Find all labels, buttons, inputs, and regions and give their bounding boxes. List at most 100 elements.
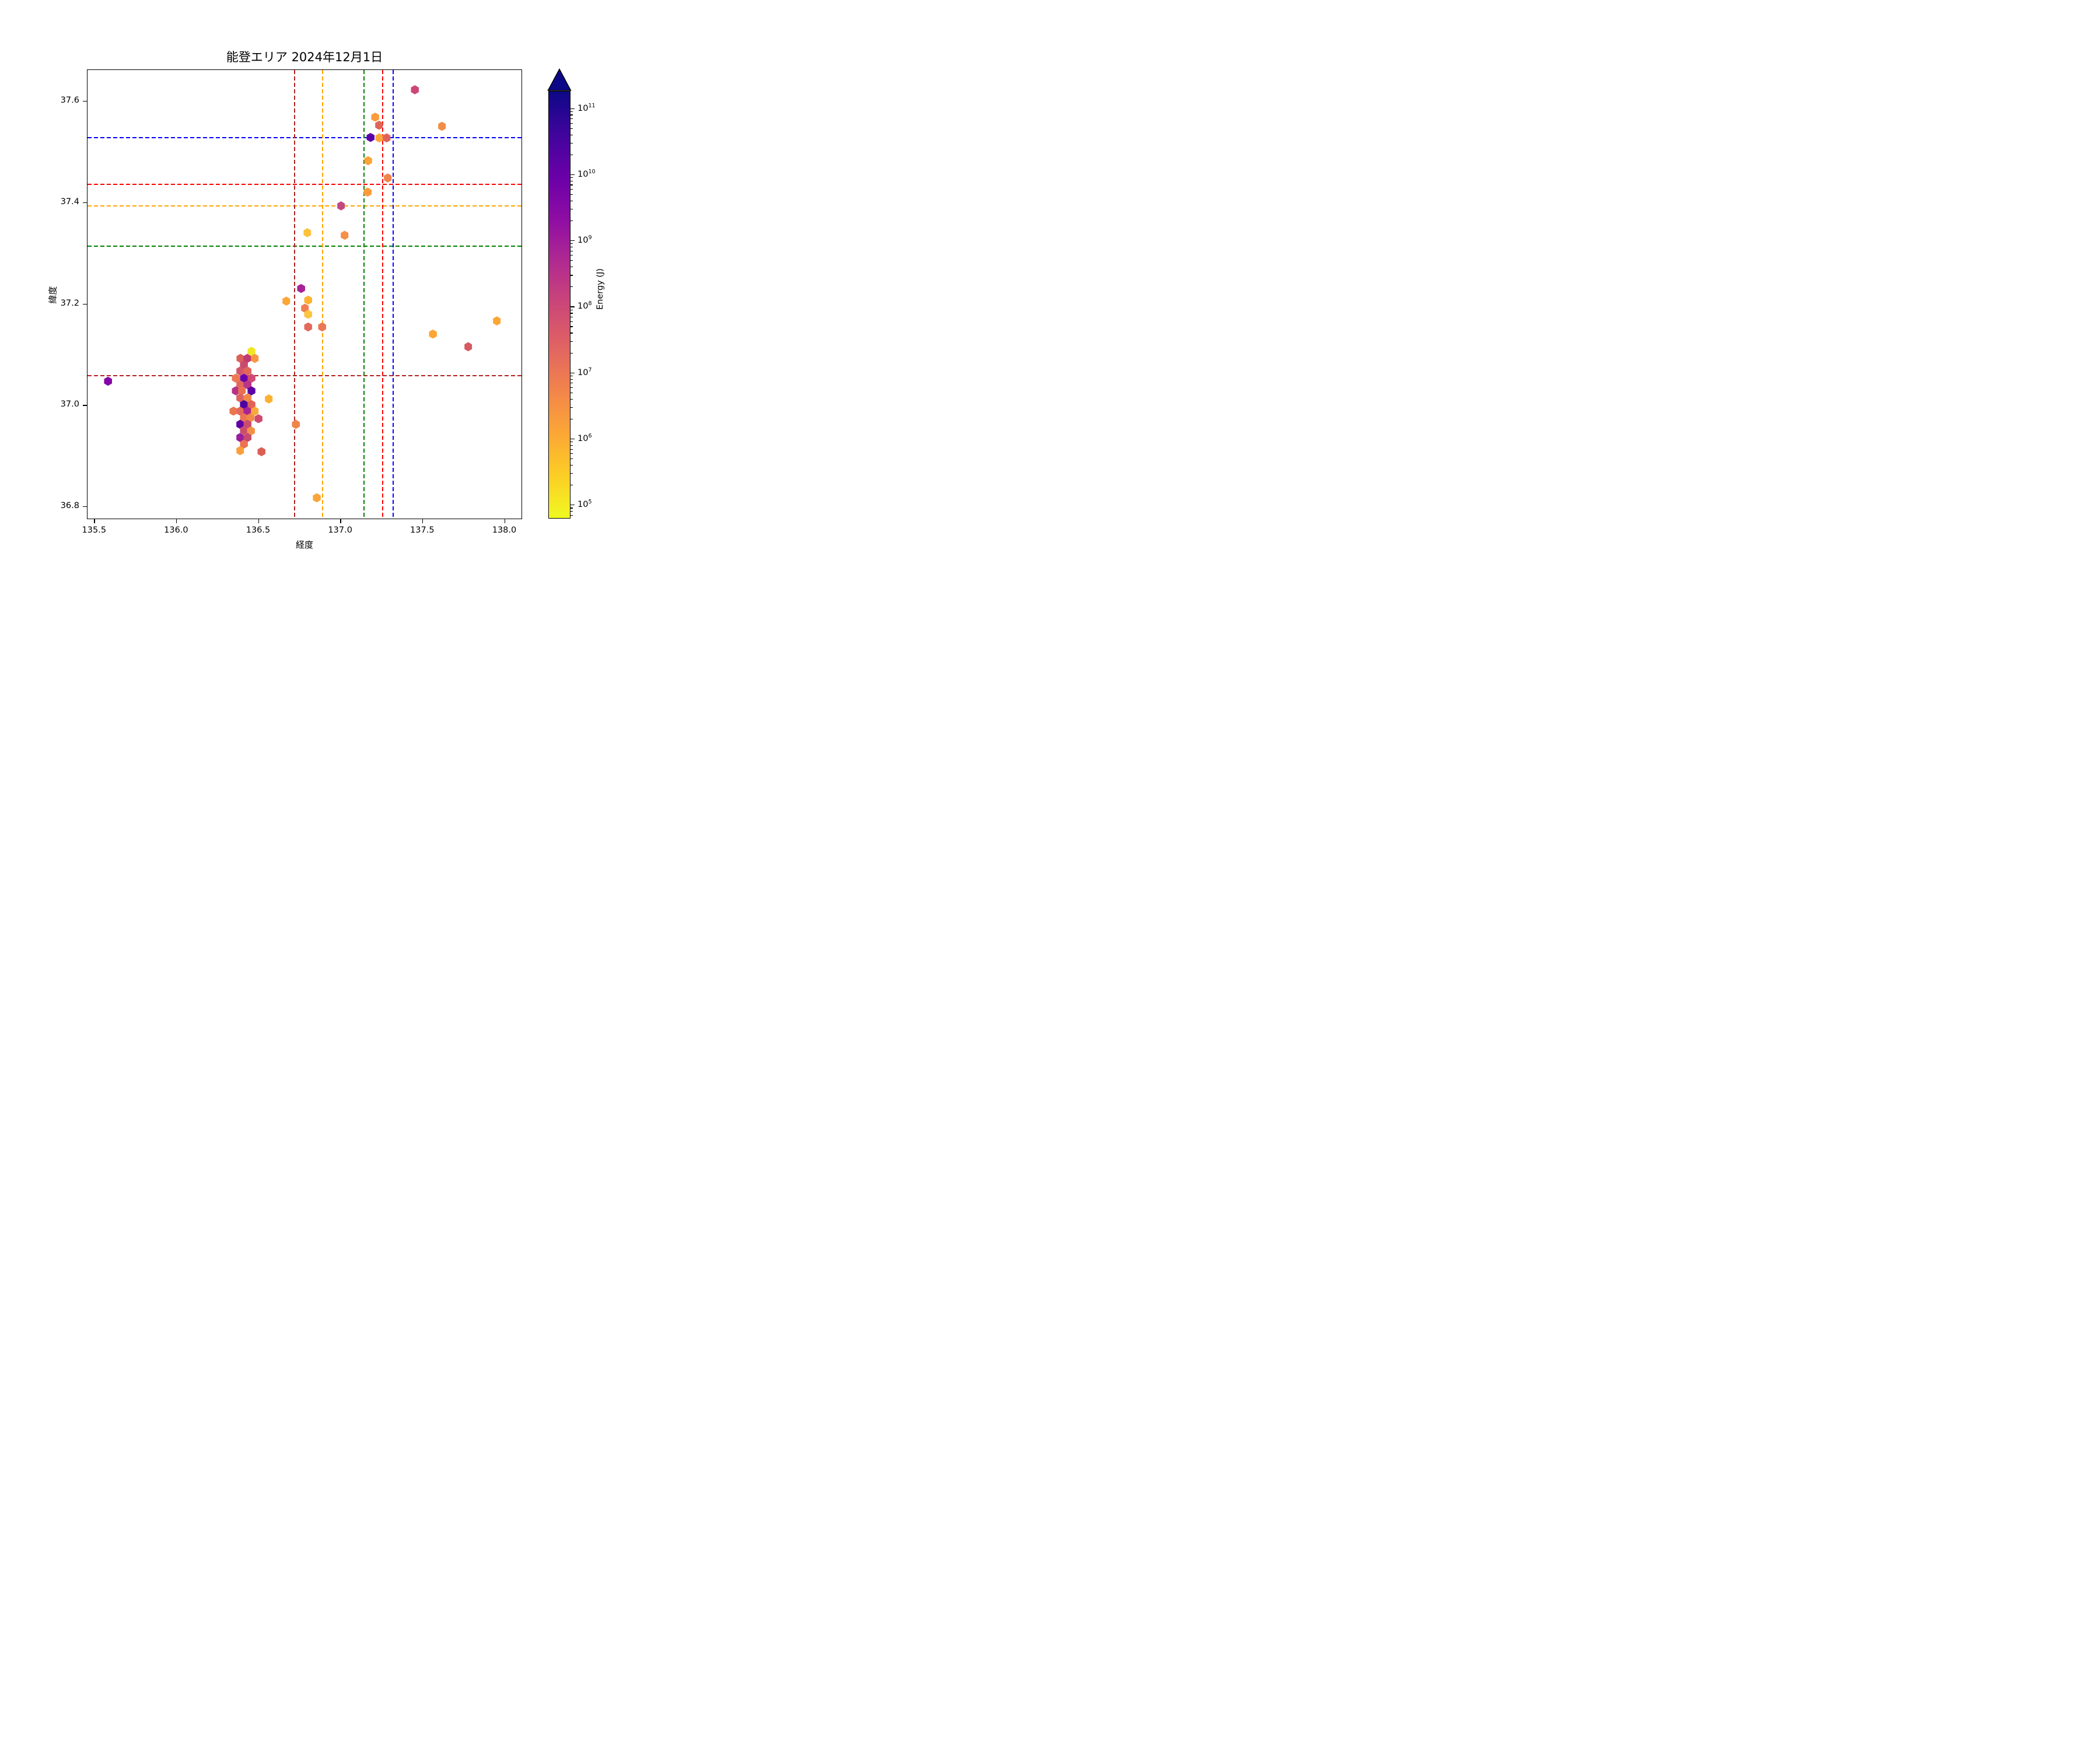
- colorbar-major-tick: [570, 108, 575, 109]
- colorbar-gradient: [548, 91, 570, 519]
- colorbar-extend-arrow: [547, 68, 572, 91]
- colorbar-minor-tick: [570, 332, 573, 334]
- colorbar-minor-tick: [570, 184, 573, 186]
- hexagon-point: [254, 414, 262, 424]
- hexagon-point: [341, 230, 349, 240]
- x-tick-label: 137.5: [410, 526, 435, 535]
- refline-horizontal-red-dashed: [88, 184, 522, 186]
- colorbar-minor-tick: [570, 118, 573, 120]
- hexagon-point: [364, 156, 372, 166]
- x-axis-label: 経度: [295, 540, 313, 550]
- hexagon-point: [232, 373, 240, 383]
- plot-area: [88, 70, 522, 519]
- hexagon-point: [313, 493, 321, 503]
- colorbar-minor-tick: [570, 387, 573, 388]
- colorbar-minor-tick: [570, 321, 573, 322]
- x-tick-label: 138.0: [492, 526, 517, 535]
- colorbar-minor-tick: [570, 352, 573, 354]
- colorbar-major-tick: [570, 306, 575, 307]
- colorbar-minor-tick: [570, 220, 573, 222]
- hexagon-point: [243, 393, 252, 403]
- hexagon-point: [236, 366, 244, 376]
- colorbar-tick-label: 1011: [578, 102, 596, 113]
- colorbar-minor-tick: [570, 243, 573, 244]
- hexagon-point: [375, 133, 383, 143]
- colorbar-major-tick: [570, 174, 575, 175]
- colorbar-major-tick: [570, 240, 575, 242]
- hexagon-point: [251, 406, 259, 416]
- hexagon-point: [438, 121, 446, 131]
- x-tick-label: 136.5: [246, 526, 271, 535]
- colorbar-minor-tick: [570, 194, 573, 195]
- refline-vertical-red-dashed: [382, 70, 383, 519]
- hexagon-point: [337, 201, 345, 211]
- hexagon-point: [240, 413, 248, 422]
- hexagon-point: [411, 85, 419, 94]
- hexagon-point: [247, 373, 256, 383]
- colorbar-tick-label: 108: [578, 300, 592, 312]
- y-tick-label: 37.6: [60, 96, 79, 105]
- colorbar-minor-tick: [570, 465, 573, 466]
- hexagon-point: [304, 322, 313, 332]
- hexagon-point: [232, 386, 240, 396]
- hexagon-point: [243, 366, 252, 376]
- hexagon-point: [318, 322, 326, 332]
- hexagon-point: [304, 295, 313, 305]
- colorbar-minor-tick: [570, 379, 573, 380]
- hexagon-point: [257, 447, 265, 457]
- colorbar-tick-label: 1010: [578, 168, 596, 179]
- colorbar-minor-tick: [570, 255, 573, 256]
- hexagon-point: [243, 406, 251, 416]
- hexagon-point: [246, 413, 255, 422]
- refline-vertical-green-dashed: [363, 70, 365, 519]
- hexagon-point: [371, 112, 379, 122]
- colorbar-minor-tick: [570, 473, 573, 474]
- colorbar-tick-label: 109: [578, 235, 592, 245]
- hexagon-point: [251, 354, 259, 363]
- x-tick-label: 137.0: [328, 526, 352, 535]
- x-tick-mark: [258, 519, 259, 523]
- hexagon-point: [383, 133, 391, 143]
- y-tick-mark: [83, 202, 87, 204]
- hexagon-point: [243, 380, 252, 390]
- hexagon-point: [237, 386, 246, 396]
- refline-vertical-darkred-dashed: [294, 70, 296, 519]
- colorbar-minor-tick: [570, 514, 573, 516]
- hexagon-point: [240, 360, 248, 370]
- figure: 能登エリア 2024年12月1日 135.5 136.0 136.5 137.0 137…: [0, 0, 700, 583]
- colorbar-tick-label: 105: [578, 499, 592, 510]
- colorbar-minor-tick: [570, 286, 573, 288]
- hexagon-point: [282, 296, 290, 306]
- refline-horizontal-green-dashed: [88, 246, 522, 247]
- colorbar-minor-tick: [570, 142, 573, 144]
- hexagon-point: [236, 433, 244, 442]
- refline-vertical-blue-dashed: [393, 70, 394, 519]
- colorbar-minor-tick: [570, 449, 573, 450]
- hexagon-point: [292, 419, 300, 429]
- hexagon-point: [247, 386, 256, 396]
- hexagon-point: [247, 400, 256, 410]
- hexagon-point: [236, 446, 244, 456]
- refline-vertical-orange-dashed: [322, 70, 324, 519]
- colorbar-minor-tick: [570, 111, 573, 112]
- y-axis-label: 緯度: [47, 285, 58, 303]
- hexagon-point: [464, 342, 473, 352]
- hexagon-point: [243, 419, 252, 429]
- refline-horizontal-orange-dashed: [88, 205, 522, 206]
- colorbar-minor-tick: [570, 123, 573, 124]
- x-tick-label: 136.0: [164, 526, 188, 535]
- x-tick-mark: [176, 519, 177, 523]
- hexagon-point: [247, 426, 255, 436]
- hexagon-point: [243, 354, 251, 363]
- colorbar-minor-tick: [570, 444, 573, 446]
- hexagon-point: [236, 393, 244, 403]
- colorbar-minor-tick: [570, 453, 573, 454]
- hexagon-point: [236, 354, 244, 363]
- hexagon-point: [366, 132, 374, 142]
- hexagon-point: [384, 173, 392, 183]
- hexagon-point: [265, 394, 273, 404]
- refline-horizontal-darkred-dashed: [88, 375, 522, 376]
- y-tick-label: 37.4: [60, 197, 79, 206]
- hexagon-point: [240, 400, 248, 410]
- hexagon-point: [240, 425, 248, 435]
